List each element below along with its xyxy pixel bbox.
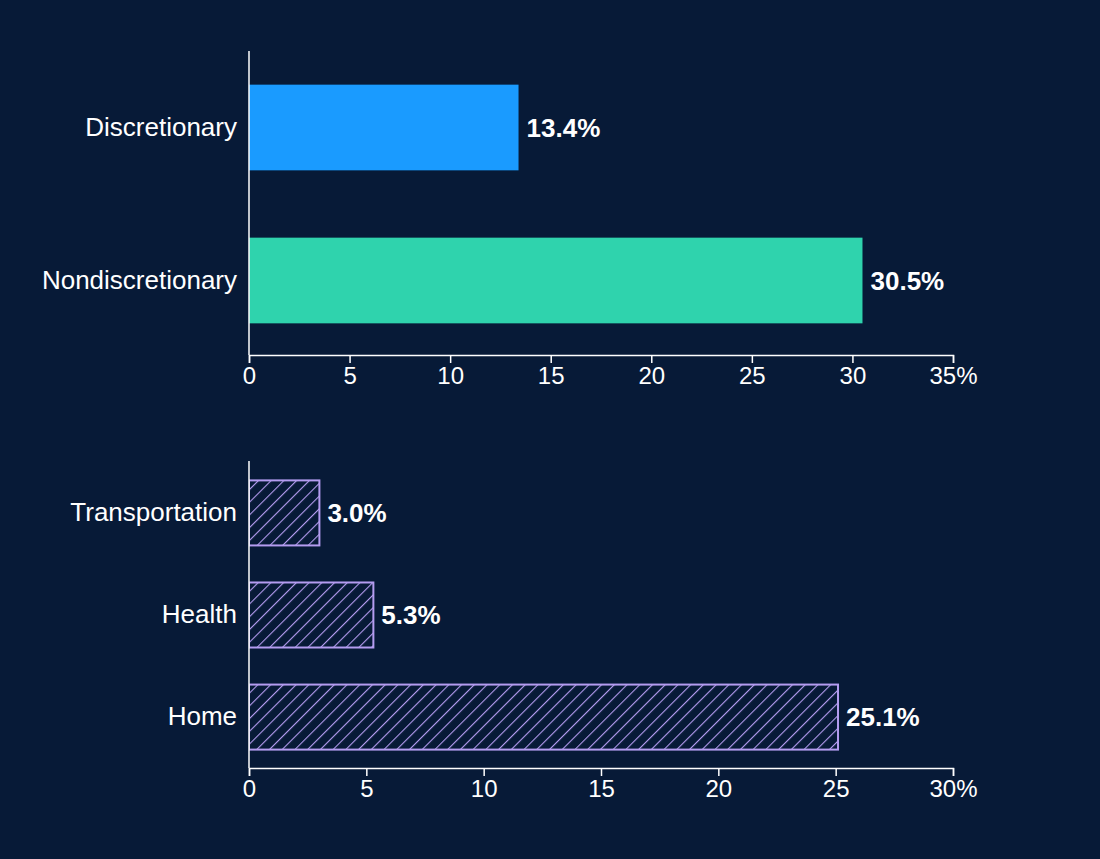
x-tick: 20 — [638, 355, 665, 389]
data-label: 5.3% — [381, 600, 440, 630]
x-tick-label: 25 — [739, 362, 766, 389]
bar — [249, 480, 319, 545]
data-label: 25.1% — [846, 702, 920, 732]
x-axis: 0 5 10 15 20 25 30% — [243, 768, 978, 802]
y-axis-line — [248, 51, 250, 355]
chart-0: 0 5 10 15 20 25 30 35% Discretionary Nondiscretio… — [42, 51, 978, 389]
x-tick: 15 — [588, 768, 615, 802]
x-tick-label: 25 — [823, 775, 850, 802]
chart-1: 0 5 10 15 20 25 30% Transportation Health Home 3.0… — [70, 461, 977, 802]
y-tick: Nondiscretionary — [42, 265, 237, 295]
data-labels: 13.4% 30.5% — [527, 113, 945, 296]
bars — [249, 480, 838, 749]
y-tick-label: Discretionary — [85, 112, 237, 142]
x-tick: 5 — [343, 355, 356, 389]
background — [0, 0, 1100, 859]
y-tick-label: Home — [168, 701, 237, 731]
x-tick: 0 — [243, 768, 256, 802]
bar — [249, 85, 519, 171]
x-axis: 0 5 10 15 20 25 30 35% — [243, 355, 978, 389]
y-tick: Health — [162, 599, 237, 629]
y-tick: Discretionary — [85, 112, 237, 142]
data-labels: 3.0% 5.3% 25.1% — [327, 498, 919, 732]
bar — [249, 582, 373, 647]
x-tick-label: 5 — [360, 775, 373, 802]
x-tick-label: 20 — [638, 362, 665, 389]
y-axis: Transportation Health Home — [70, 461, 249, 768]
chart-canvas: 0 5 10 15 20 25 30 35% Discretionary Nondiscretio… — [0, 0, 1100, 859]
y-axis: Discretionary Nondiscretionary — [42, 51, 249, 355]
x-tick: 0 — [243, 355, 256, 389]
x-tick: 5 — [360, 768, 373, 802]
y-tick: Home — [168, 701, 237, 731]
x-tick: 20 — [705, 768, 732, 802]
y-tick: Transportation — [70, 497, 237, 527]
x-tick: 25 — [739, 355, 766, 389]
y-tick-label: Transportation — [70, 497, 237, 527]
x-tick: 15 — [538, 355, 565, 389]
data-label: 30.5% — [870, 266, 944, 296]
x-tick-label: 30 — [840, 362, 867, 389]
y-tick-label: Health — [162, 599, 237, 629]
bars — [249, 85, 862, 324]
x-tick: 25 — [823, 768, 850, 802]
x-tick-label: 0 — [243, 775, 256, 802]
data-label: 13.4% — [527, 113, 601, 143]
x-tick-label: 15 — [538, 362, 565, 389]
x-tick: 10 — [471, 768, 498, 802]
x-tick-label: 5 — [343, 362, 356, 389]
y-tick-label: Nondiscretionary — [42, 265, 237, 295]
x-tick: 30 — [840, 355, 867, 389]
x-tick: 10 — [437, 355, 464, 389]
x-tick-label: 35% — [929, 362, 977, 389]
x-tick-label: 10 — [471, 775, 498, 802]
x-tick-label: 10 — [437, 362, 464, 389]
x-tick: 35% — [929, 355, 977, 389]
bar — [249, 685, 838, 750]
x-tick: 30% — [929, 768, 977, 802]
data-label: 3.0% — [327, 498, 386, 528]
y-axis-line — [248, 461, 250, 768]
x-tick-label: 20 — [705, 775, 732, 802]
bar — [249, 238, 862, 324]
x-tick-label: 15 — [588, 775, 615, 802]
x-tick-label: 30% — [929, 775, 977, 802]
x-tick-label: 0 — [243, 362, 256, 389]
